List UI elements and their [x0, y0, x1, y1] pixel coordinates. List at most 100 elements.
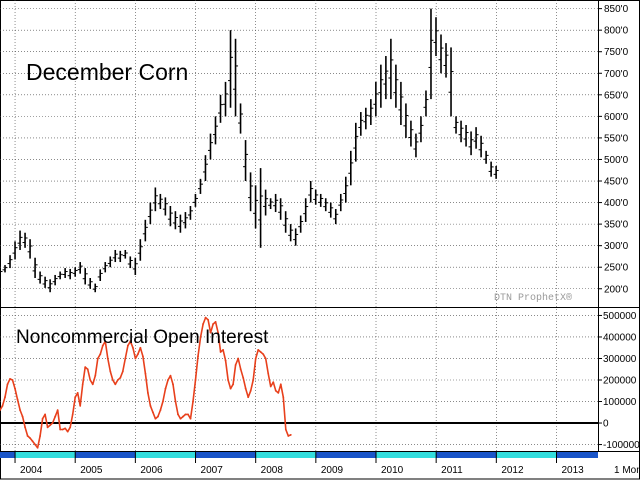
oi-point [149, 404, 152, 407]
oi-series [0, 316, 292, 449]
oi-point [192, 400, 194, 403]
oi-point [147, 392, 149, 394]
oi-point [24, 426, 26, 429]
oi-point [26, 435, 29, 437]
oi-point [274, 389, 277, 392]
oi-point [264, 357, 267, 360]
oi-point [204, 316, 207, 319]
oi-point [202, 323, 204, 325]
oi-point [159, 409, 162, 412]
time-band-segment [135, 452, 196, 458]
oi-point [29, 437, 31, 439]
price-tick-label: 250'0 [604, 263, 629, 274]
oi-point [0, 409, 1, 412]
oi-point [94, 374, 97, 377]
oi-point [76, 392, 79, 394]
price-tick-label: 600'0 [604, 112, 629, 123]
oi-point [244, 387, 247, 390]
oi-point [41, 417, 44, 420]
oi-point [49, 424, 52, 427]
oi-point [184, 413, 187, 416]
price-tick-label: 450'0 [604, 177, 629, 188]
year-label: 2013 [561, 465, 584, 476]
year-label: 2008 [261, 465, 284, 476]
oi-point [172, 383, 174, 386]
oi-point [229, 387, 232, 390]
oi-point [54, 415, 57, 418]
oi-point [234, 364, 237, 366]
oi-point [56, 409, 59, 412]
oi-point [79, 404, 82, 407]
time-band-segment [75, 452, 136, 458]
period-label: 1 Mon [614, 465, 640, 476]
time-band-segment [255, 452, 316, 458]
oi-point [219, 351, 222, 353]
time-axis-band [0, 452, 598, 463]
oi-point [269, 385, 272, 388]
oi-point [242, 376, 245, 379]
oi-point [154, 417, 157, 420]
oi-tick-label: -100000 [603, 440, 640, 451]
year-label: 2009 [321, 465, 344, 476]
oi-point [139, 346, 142, 349]
oi-point [4, 396, 6, 399]
time-band-segment [556, 452, 598, 458]
oi-point [232, 383, 235, 386]
oi-point [282, 396, 285, 399]
oi-point [36, 446, 39, 449]
year-label: 2006 [140, 465, 163, 476]
oi-tick-label: 0 [603, 419, 609, 430]
oi-point [136, 353, 139, 356]
oi-point [9, 378, 11, 380]
oi-point [101, 344, 104, 347]
oi-point [126, 344, 129, 347]
oi-point [167, 379, 169, 381]
price-tick-label: 700'0 [604, 69, 629, 80]
oi-point [199, 336, 202, 338]
year-label: 2010 [381, 465, 404, 476]
oi-point [116, 379, 119, 381]
oi-point [169, 374, 172, 377]
oi-point [272, 381, 275, 384]
oi-point [31, 440, 34, 443]
price-tick-label: 850'0 [604, 4, 629, 15]
oi-point [277, 392, 280, 394]
oi-point [287, 435, 290, 437]
oi-point [247, 396, 250, 399]
oi-point [179, 417, 182, 420]
oi-point [259, 351, 262, 353]
oi-point [121, 370, 124, 373]
oi-point [207, 318, 209, 321]
year-label: 2012 [501, 465, 524, 476]
price-tick-label: 350'0 [604, 220, 629, 231]
oi-point [96, 357, 99, 360]
oi-point [69, 426, 72, 429]
oi-point [81, 383, 84, 386]
oi-point [164, 387, 167, 390]
oi-point [104, 340, 107, 343]
oi-point [119, 376, 122, 379]
oi-point [114, 383, 117, 386]
oi-tick-label: 500000 [603, 311, 637, 322]
oi-point [194, 379, 197, 381]
oi-point [84, 366, 87, 368]
oi-point [86, 368, 89, 371]
oi-point [14, 387, 16, 390]
oi-point [109, 370, 112, 373]
oi-point [1, 404, 4, 407]
oi-point [19, 409, 21, 412]
time-band-segment [315, 452, 377, 458]
oi-point [61, 428, 64, 431]
oi-point [51, 422, 54, 424]
oi-point [189, 417, 192, 420]
oi-tick-label: 200000 [603, 376, 637, 387]
oi-point [217, 331, 220, 334]
oi-point [177, 413, 179, 416]
oi-point [46, 426, 49, 429]
oi-point [284, 428, 287, 431]
watermark: DTN ProphetX® [494, 292, 572, 304]
oi-point [224, 359, 227, 362]
oi-point [262, 353, 265, 356]
